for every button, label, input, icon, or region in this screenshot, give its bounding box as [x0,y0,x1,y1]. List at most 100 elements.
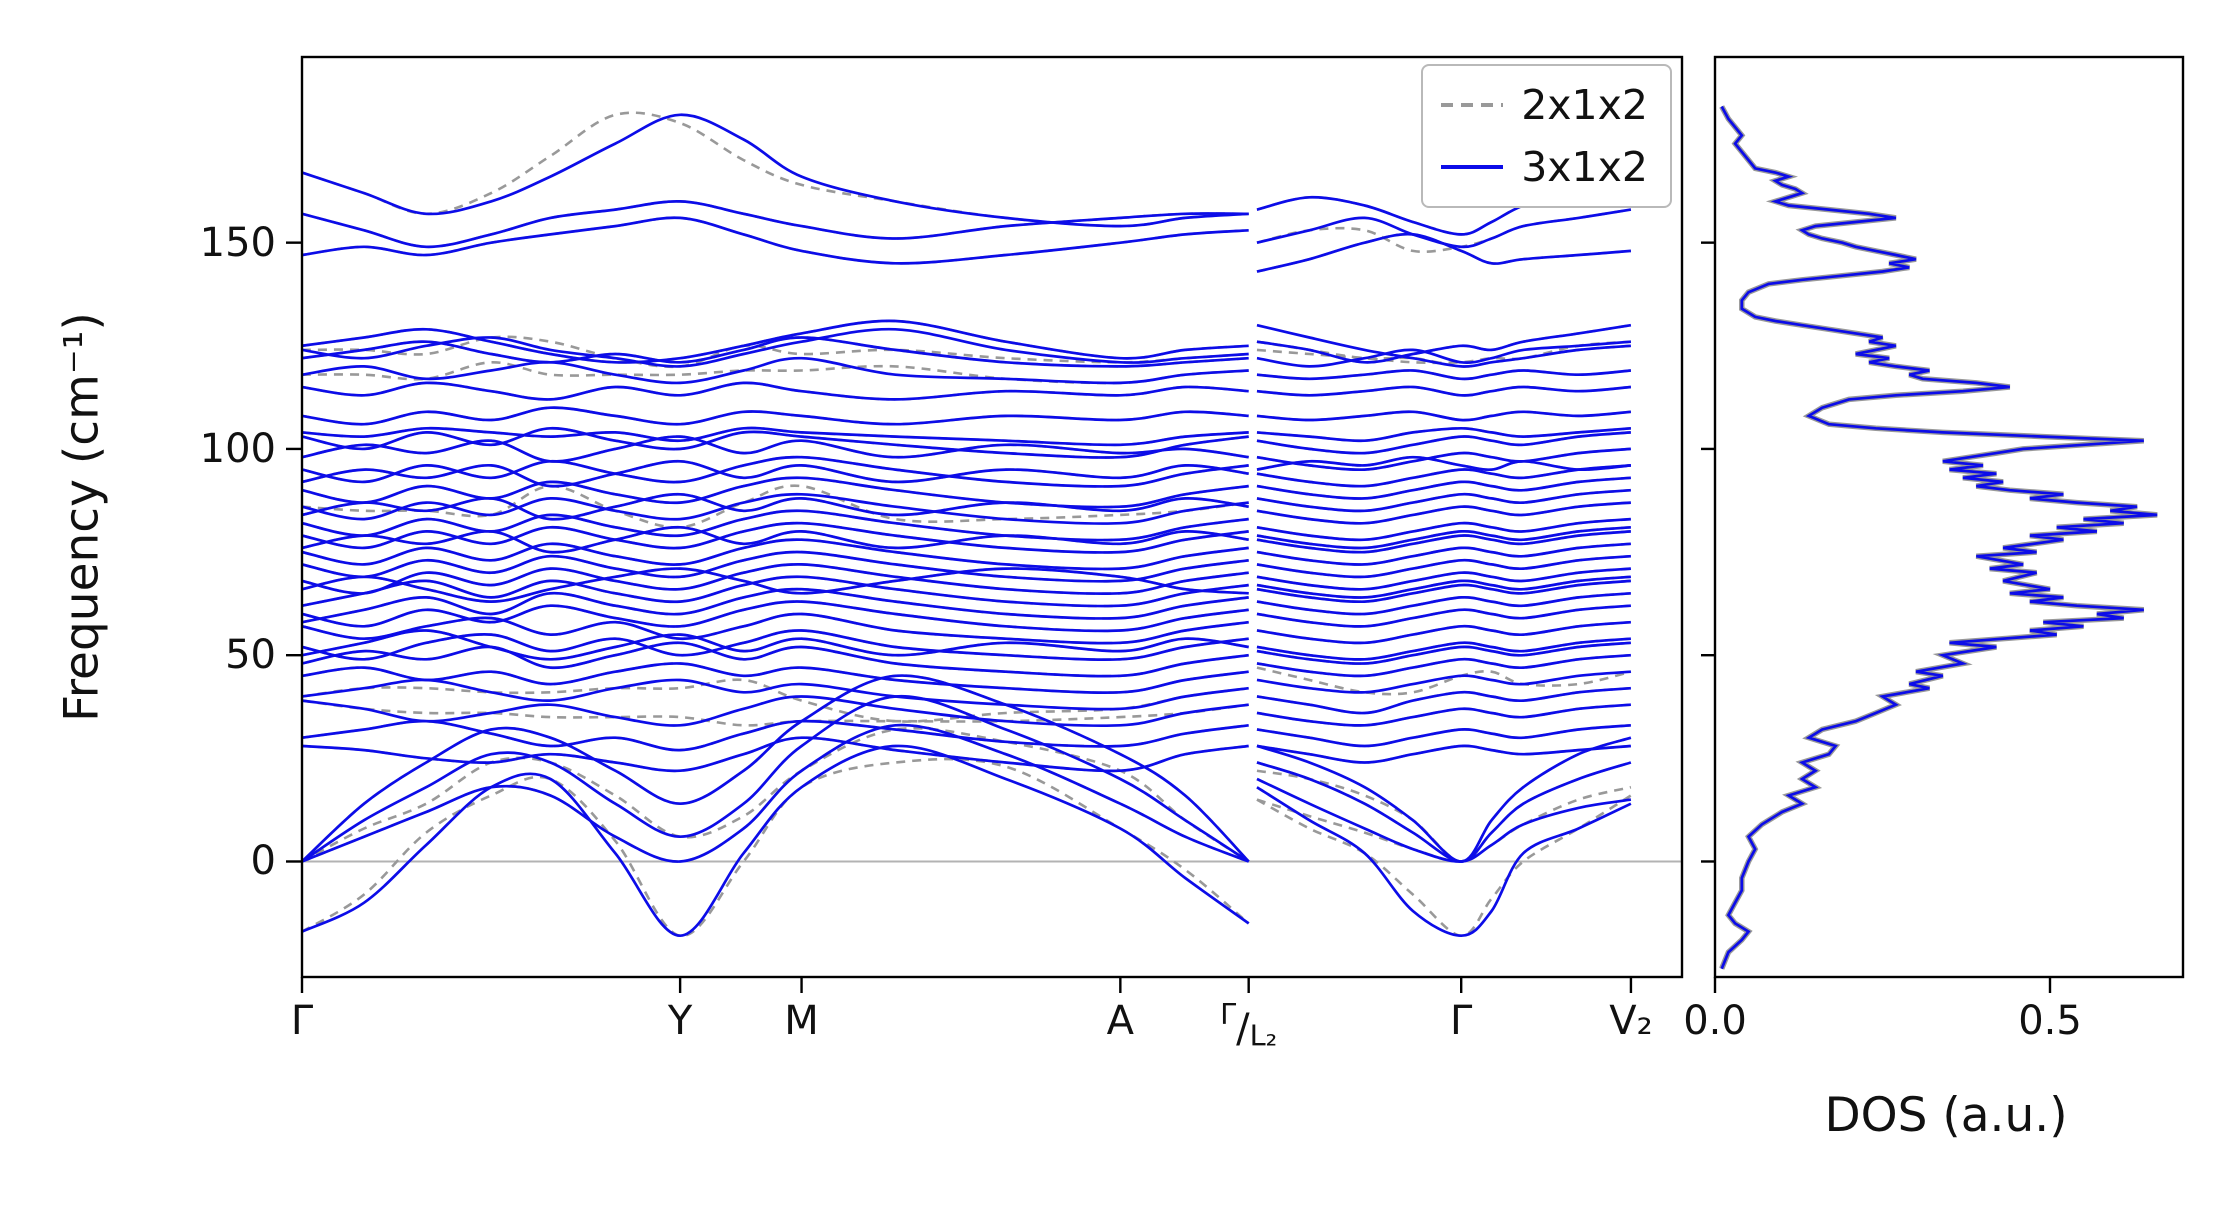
band-3x1x2 [1256,542,1632,566]
band-2x1x2 [302,111,1249,228]
band-3x1x2 [302,550,1249,583]
y-tick-label: 0 [250,838,276,885]
band-2x1x2 [302,455,1249,488]
band-3x1x2 [1256,620,1632,645]
band-3x1x2 [1256,591,1632,616]
band-3x1x2 [1256,786,1632,938]
band-3x1x2 [1256,670,1632,694]
dashed-line-sample-icon [1441,103,1504,107]
dos-x-axis-label: DOS (a.u.) [1824,1088,2068,1143]
bands-2x1x2 [302,111,1632,938]
band-3x1x2 [302,674,1250,863]
band-3x1x2 [1256,723,1632,748]
legend: 2x1x2 3x1x2 [1421,64,1672,208]
band-3x1x2 [302,426,1249,459]
k-point-label: M [784,998,819,1044]
band-2x1x2 [302,699,1249,727]
band-3x1x2 [302,455,1249,488]
band-3x1x2 [1256,455,1632,472]
band-2x1x2 [1256,794,1632,938]
legend-item-2x1x2: 2x1x2 [1439,76,1648,134]
band-3x1x2 [302,719,1249,752]
band-3x1x2 [302,629,1249,661]
band-3x1x2 [1256,567,1632,591]
dos-x-tick-label: 0.0 [1683,998,1747,1044]
band-3x1x2 [302,744,1250,938]
band-3x1x2 [302,200,1249,249]
legend-item-3x1x2: 3x1x2 [1439,138,1648,196]
y-axis-label: Frequency (cm⁻¹) [54,312,110,722]
band-3x1x2 [302,476,1249,509]
band-3x1x2 [1256,604,1632,628]
band-3x1x2 [1256,208,1632,249]
band-3x1x2 [1256,641,1632,665]
y-tick-label: 150 [199,219,276,266]
band-3x1x2 [1256,744,1632,764]
k-point-label: Γ [290,998,314,1044]
band-3x1x2 [302,567,1249,603]
dos-curve-2x1x2 [1719,105,2158,970]
bands-3x1x2 [302,113,1632,938]
band-2x1x2 [302,484,1249,529]
band-3x1x2 [1256,464,1632,488]
band-2x1x2 [302,674,1250,863]
band-3x1x2 [1256,686,1632,715]
band-2x1x2 [302,521,1249,554]
band-2x1x2 [1256,724,1632,748]
band-3x1x2 [1256,579,1632,604]
dos-panel-border [1713,55,2185,979]
band-3x1x2 [1256,369,1632,381]
band-panel-border [300,55,1684,979]
band-3x1x2 [1256,554,1632,579]
band-3x1x2 [302,113,1249,228]
band-3x1x2 [302,459,1249,488]
band-3x1x2 [1256,637,1632,661]
k-point-label: V₂ [1609,998,1653,1044]
band-3x1x2 [302,319,1249,364]
band-3x1x2 [1256,488,1632,513]
band-3x1x2 [302,492,1249,521]
band-3x1x2 [1256,777,1632,863]
k-point-label: Y [667,998,693,1044]
band-3x1x2 [302,356,1249,385]
band-3x1x2 [1256,431,1632,455]
band-3x1x2 [302,406,1249,426]
dos-x-tick-label: 0.5 [2018,998,2082,1044]
band-3x1x2 [1256,517,1632,542]
band-3x1x2 [302,216,1249,265]
band-3x1x2 [1256,736,1632,863]
band-3x1x2 [302,509,1249,542]
band-3x1x2 [302,736,1249,773]
band-3x1x2 [1256,385,1632,397]
band-3x1x2 [1256,575,1632,599]
band-3x1x2 [302,538,1249,571]
band-3x1x2 [1256,232,1632,273]
band-2x1x2 [302,757,1250,938]
band-3x1x2 [1256,323,1632,364]
band-2x1x2 [302,406,1249,426]
band-3x1x2 [1256,703,1632,727]
band-2x1x2 [302,200,1249,249]
solid-line-sample-icon [1441,165,1504,169]
y-tick-label: 100 [199,425,276,472]
band-3x1x2 [1256,340,1632,368]
band-2x1x2 [1256,455,1632,471]
band-2x1x2 [302,726,1250,863]
band-3x1x2 [302,381,1249,401]
k-point-label: Γ/L₂ [1220,997,1278,1053]
band-3x1x2 [1256,447,1632,472]
legend-label-3x1x2: 3x1x2 [1521,143,1648,191]
band-3x1x2 [302,612,1249,645]
legend-label-2x1x2: 2x1x2 [1521,81,1648,129]
band-3x1x2 [302,521,1249,554]
k-point-label: Γ [1450,998,1473,1044]
band-3x1x2 [1256,761,1632,863]
band-2x1x2 [1256,761,1632,863]
band-3x1x2 [302,695,1249,728]
band-3x1x2 [1256,410,1632,422]
band-3x1x2 [1256,501,1631,525]
band-3x1x2 [302,662,1249,694]
band-3x1x2 [1256,426,1632,443]
dos-curve-3x1x2 [1720,105,2158,970]
band-3x1x2 [302,600,1249,633]
